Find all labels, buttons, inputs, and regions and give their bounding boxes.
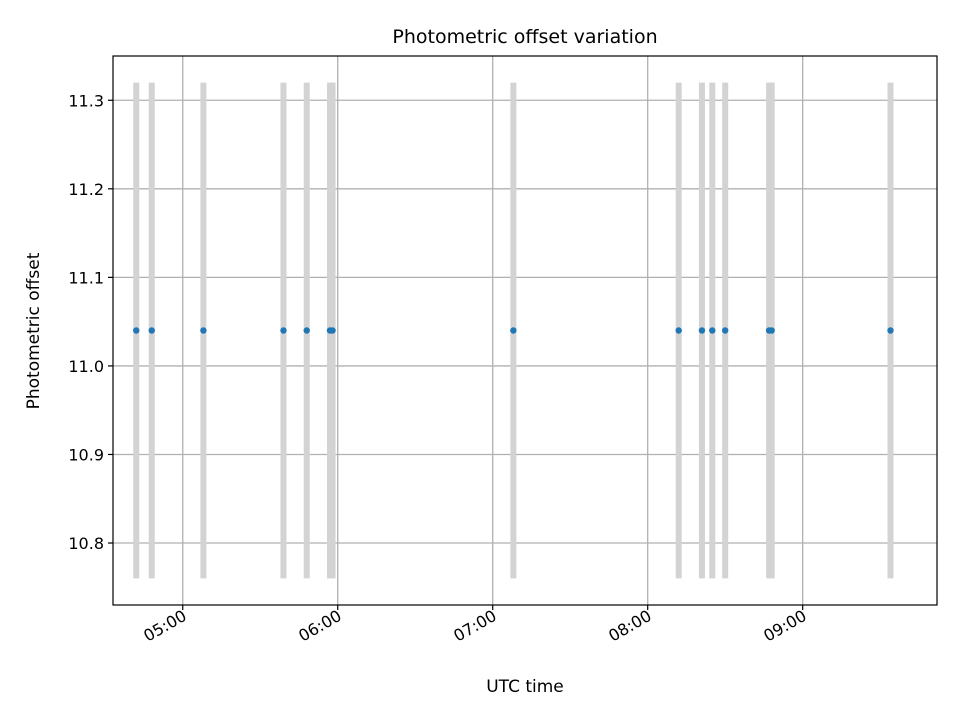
data-point — [510, 327, 517, 334]
data-points — [133, 327, 894, 334]
y-tick-label: 10.8 — [68, 534, 104, 553]
data-point — [768, 327, 775, 334]
x-axis-label: UTC time — [486, 677, 564, 697]
data-point — [303, 327, 310, 334]
data-point — [329, 327, 336, 334]
y-tick-label: 11.0 — [68, 357, 104, 376]
data-point — [133, 327, 140, 334]
data-point — [200, 327, 207, 334]
y-axis-label: Photometric offset — [24, 252, 44, 409]
data-point — [148, 327, 155, 334]
y-tick-label: 11.3 — [68, 91, 104, 110]
data-point — [698, 327, 706, 334]
data-point — [675, 327, 682, 334]
data-point — [280, 327, 287, 334]
data-point — [887, 327, 894, 334]
y-tick-label: 11.2 — [68, 180, 104, 199]
plot-frame — [112, 55, 938, 606]
data-point — [721, 327, 729, 334]
data-point — [709, 327, 716, 334]
y-tick-label: 11.1 — [68, 268, 104, 287]
y-tick-label: 10.9 — [68, 445, 104, 464]
chart-title: Photometric offset variation — [392, 26, 657, 48]
grid-lines — [113, 56, 937, 605]
